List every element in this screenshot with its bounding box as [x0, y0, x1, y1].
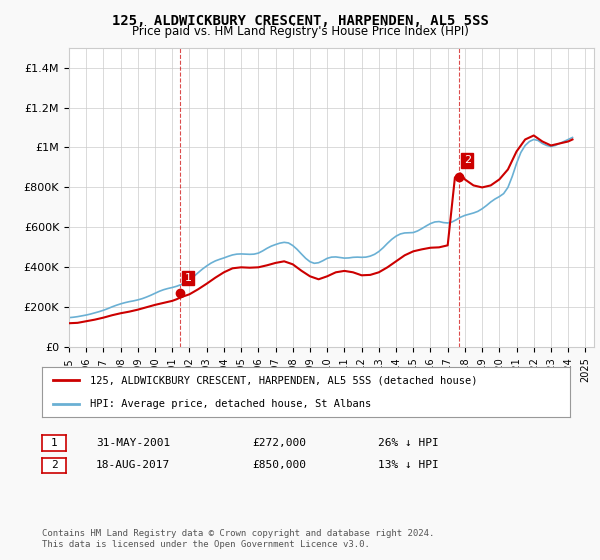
Text: 1: 1	[185, 273, 191, 283]
Text: £850,000: £850,000	[252, 460, 306, 470]
Text: 125, ALDWICKBURY CRESCENT, HARPENDEN, AL5 5SS (detached house): 125, ALDWICKBURY CRESCENT, HARPENDEN, AL…	[89, 375, 477, 385]
Text: 26% ↓ HPI: 26% ↓ HPI	[378, 438, 439, 448]
Text: 18-AUG-2017: 18-AUG-2017	[96, 460, 170, 470]
Text: 31-MAY-2001: 31-MAY-2001	[96, 438, 170, 448]
Text: £272,000: £272,000	[252, 438, 306, 448]
Text: HPI: Average price, detached house, St Albans: HPI: Average price, detached house, St A…	[89, 399, 371, 409]
Text: 1: 1	[50, 438, 58, 448]
Text: Contains HM Land Registry data © Crown copyright and database right 2024.
This d: Contains HM Land Registry data © Crown c…	[42, 529, 434, 549]
Text: 125, ALDWICKBURY CRESCENT, HARPENDEN, AL5 5SS: 125, ALDWICKBURY CRESCENT, HARPENDEN, AL…	[112, 14, 488, 28]
Text: 2: 2	[50, 460, 58, 470]
Text: 2: 2	[464, 156, 471, 165]
Text: 13% ↓ HPI: 13% ↓ HPI	[378, 460, 439, 470]
Text: Price paid vs. HM Land Registry's House Price Index (HPI): Price paid vs. HM Land Registry's House …	[131, 25, 469, 38]
